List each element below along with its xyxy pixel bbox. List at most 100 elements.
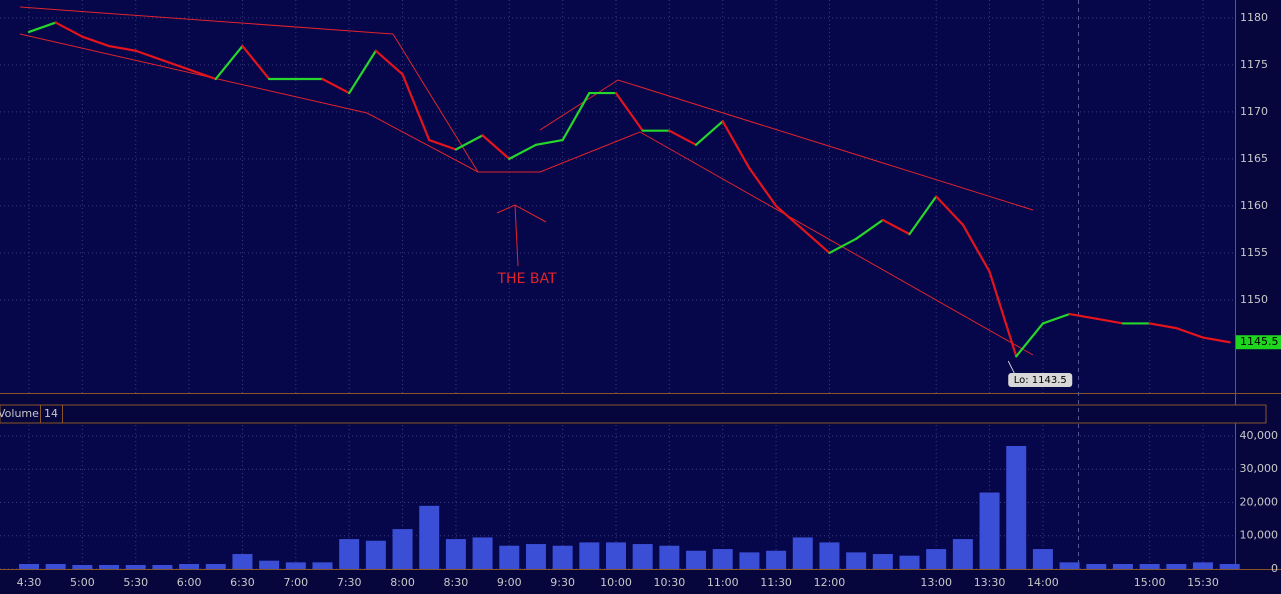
volume-bar <box>392 529 413 569</box>
volume-bar <box>125 565 146 569</box>
volume-title: Volume <box>0 407 39 420</box>
x-tick-label: 7:30 <box>337 576 362 589</box>
low-tag <box>1008 373 1073 388</box>
price-segment <box>374 49 404 76</box>
price-panel <box>0 0 1235 393</box>
volume-bar <box>712 549 733 569</box>
trendline <box>19 33 368 114</box>
x-tick-label: 6:30 <box>230 576 255 589</box>
y-tick-label: 1155 <box>1240 246 1268 259</box>
low-pointer <box>1007 360 1015 374</box>
y-tick-label: 20,000 <box>1240 495 1279 508</box>
volume-bar <box>1006 445 1027 569</box>
price-segment <box>801 228 831 255</box>
volume-bar <box>445 539 466 569</box>
y-tick-label: 1150 <box>1240 293 1268 306</box>
x-tick-label: 9:30 <box>550 576 575 589</box>
volume-bar <box>499 545 520 569</box>
price-segment <box>481 134 511 160</box>
x-tick-label: 11:00 <box>707 576 739 589</box>
price-segment <box>881 218 911 236</box>
volume-bar <box>926 549 947 569</box>
price-segment <box>1148 322 1178 330</box>
x-tick-label: 5:30 <box>123 576 148 589</box>
price-segment <box>428 138 458 151</box>
volume-bar <box>339 539 360 569</box>
volume-bar <box>1166 564 1187 569</box>
price-segment <box>81 35 111 48</box>
volume-period: 14 <box>44 407 58 420</box>
volume-bar <box>1112 564 1133 569</box>
y-tick-label: 40,000 <box>1240 429 1279 442</box>
volume-bar <box>632 544 653 569</box>
price-segment <box>748 167 778 208</box>
x-tick-label: 8:00 <box>390 576 415 589</box>
price-segment <box>935 195 964 226</box>
x-tick-label: 7:00 <box>283 576 308 589</box>
volume-bar <box>686 550 707 569</box>
trendline <box>539 79 1034 211</box>
price-segment <box>1095 317 1125 325</box>
trendline <box>392 33 479 173</box>
price-segment <box>1015 322 1045 358</box>
volume-bar <box>179 564 200 569</box>
volume-bar <box>739 552 760 569</box>
x-tick-label: 5:00 <box>70 576 95 589</box>
y-tick-label: 0 <box>1271 562 1278 575</box>
price-segment <box>855 218 884 240</box>
volume-bar <box>1086 564 1107 569</box>
y-tick-label: 1175 <box>1240 58 1268 71</box>
volume-bar <box>1219 564 1240 569</box>
price-segment <box>908 195 938 236</box>
volume-bar <box>365 540 386 569</box>
volume-bar <box>419 505 440 569</box>
volume-bar <box>99 565 120 569</box>
x-tick-label: 10:30 <box>654 576 686 589</box>
price-segment <box>1201 336 1231 344</box>
price-segment <box>961 223 991 273</box>
x-tick-label: 15:00 <box>1134 576 1166 589</box>
volume-bar <box>312 562 333 569</box>
y-tick-label: 1180 <box>1240 11 1268 24</box>
trendlines <box>19 6 1034 356</box>
trendline <box>366 112 1034 356</box>
price-segment <box>214 44 244 81</box>
price-segment <box>828 237 858 255</box>
volume-bar <box>45 564 66 569</box>
volume-bar <box>979 492 1000 569</box>
x-tick-label: 14:00 <box>1027 576 1059 589</box>
x-tick-label: 4:30 <box>17 576 42 589</box>
volume-bar <box>72 565 93 569</box>
price-segment <box>187 68 217 81</box>
volume-bar <box>1059 562 1080 569</box>
price-segment <box>508 143 538 160</box>
x-tick-label: 15:30 <box>1187 576 1219 589</box>
y-tick-label: 1160 <box>1240 199 1268 212</box>
x-tick-label: 13:00 <box>920 576 952 589</box>
price-segment <box>614 91 644 132</box>
price-segment <box>534 138 564 146</box>
volume-bar <box>18 564 40 569</box>
volume-bar <box>766 550 787 569</box>
x-tick-label: 13:30 <box>974 576 1006 589</box>
volume-bar <box>1139 564 1160 569</box>
arrow <box>514 204 519 267</box>
price-segment <box>988 270 1018 358</box>
x-tick-label: 9:00 <box>497 576 522 589</box>
price-segment <box>348 49 377 95</box>
volume-bar <box>872 554 893 569</box>
volume-bar <box>232 554 253 569</box>
x-tick-label: 10:00 <box>600 576 632 589</box>
price-segment <box>27 21 57 34</box>
price-segment <box>694 120 724 146</box>
volume-bar <box>952 539 973 569</box>
volume-bar <box>819 542 840 569</box>
last-price-label: 1145.5 <box>1240 335 1279 348</box>
volume-bar <box>472 537 493 569</box>
price-segment <box>54 21 84 38</box>
trendline <box>19 6 394 35</box>
price-segment <box>454 134 484 151</box>
price-segment <box>1175 327 1205 339</box>
price-segment <box>1068 312 1098 320</box>
